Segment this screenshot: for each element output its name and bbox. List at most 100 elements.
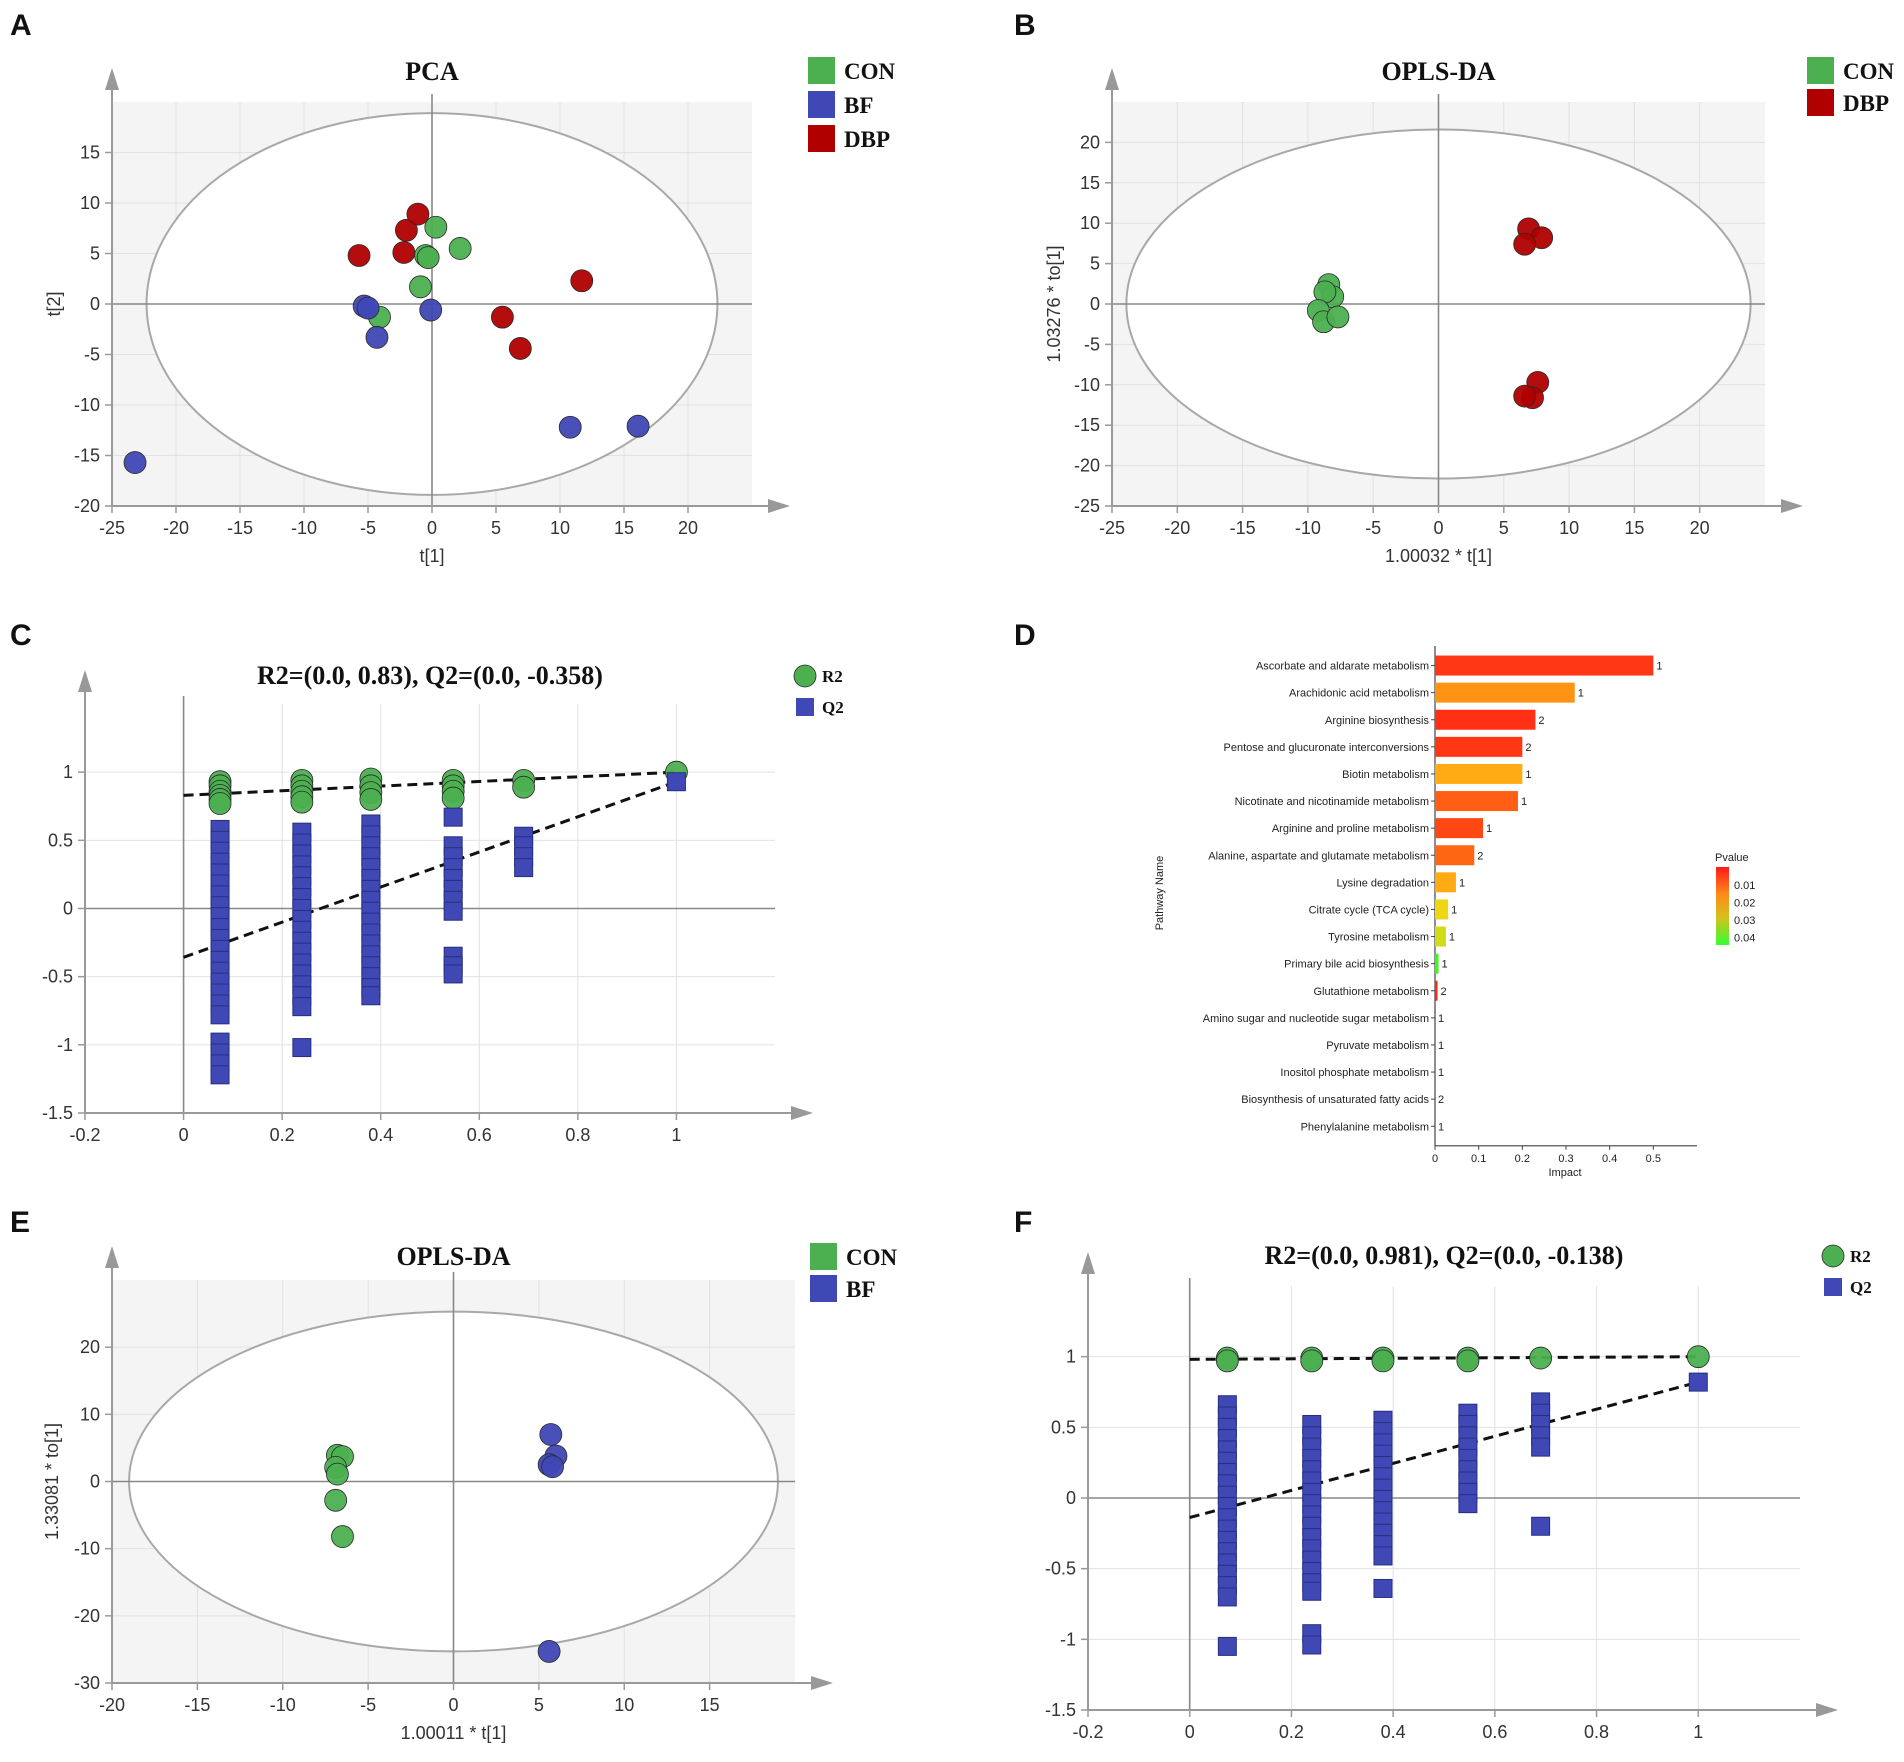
dbp-point <box>1513 384 1537 408</box>
y-tick-label: 15 <box>1080 173 1100 193</box>
y-tick-label: 10 <box>80 193 100 213</box>
x-tick-label: 0.4 <box>1602 1153 1617 1165</box>
legend-swatch <box>793 664 817 688</box>
y-tick-label: 0 <box>90 1472 100 1492</box>
y-axis-arrow <box>105 68 119 90</box>
y-tick-label: -10 <box>74 395 100 415</box>
x-tick-label: 0.2 <box>270 1125 295 1145</box>
x-axis-label: 1.00032 * t[1] <box>1385 546 1492 566</box>
r2-regression-line <box>1189 1355 1699 1361</box>
colorbar-tick-label: 0.01 <box>1734 880 1755 892</box>
q2-regression-line <box>183 780 677 959</box>
y-axis-arrow <box>78 670 92 692</box>
y-tick-label: 1 <box>63 762 73 782</box>
x-tick-label: 1 <box>1693 1722 1703 1742</box>
x-axis-label: Impact <box>1548 1167 1581 1179</box>
y-tick-label: 5 <box>1090 254 1100 274</box>
y-tick-label: -25 <box>1074 496 1100 516</box>
y-tick-label: 0 <box>1066 1488 1076 1508</box>
opls-da-con-bf-plot: -20 -15 -10 -5 0 5 10 15-30-20-1001020OPLS-DA1.… <box>42 1242 898 1743</box>
dbp-point <box>490 305 514 329</box>
legend-label: CON <box>844 59 896 84</box>
x-tick-label: -5 <box>1365 518 1381 538</box>
r2-point <box>512 775 536 799</box>
y-tick-label: 0 <box>1090 294 1100 314</box>
pathway-label: Arginine biosynthesis <box>1325 715 1429 727</box>
pathway-label: Nicotinate and nicotinamide metabolism <box>1235 796 1429 808</box>
legend-label: DBP <box>844 127 890 152</box>
bf-point <box>558 415 582 439</box>
y-axis-arrow <box>1105 68 1119 90</box>
r2-point <box>1371 1349 1395 1373</box>
hit-count-label: 1 <box>1438 1040 1444 1052</box>
y-tick-label: -1 <box>57 1035 73 1055</box>
dbp-point <box>508 337 532 360</box>
r2-point <box>1686 1345 1710 1369</box>
chart-title: OPLS-DA <box>396 1242 510 1271</box>
panel-letter-a: A <box>10 9 32 42</box>
x-tick-label: 10 <box>1559 518 1579 538</box>
r2-point <box>1529 1346 1553 1370</box>
pathway-label: Glutathione metabolism <box>1313 986 1429 998</box>
x-axis-label: t[1] <box>419 546 444 566</box>
y-tick-label: 10 <box>1080 213 1100 233</box>
impact-bar <box>1435 655 1654 676</box>
impact-bar <box>1435 736 1523 757</box>
x-tick-label: -0.2 <box>69 1125 100 1145</box>
y-tick-label: -1 <box>1060 1629 1076 1649</box>
q2-point <box>1531 1437 1551 1457</box>
pathway-label: Biosynthesis of unsaturated fatty acids <box>1241 1094 1429 1106</box>
x-tick-label: 0.5 <box>1646 1153 1661 1165</box>
legend-label: R2 <box>1850 1247 1871 1266</box>
y-tick-label: 0 <box>90 294 100 314</box>
q2-point <box>1373 1546 1393 1566</box>
r2-regression-line <box>183 770 677 797</box>
q2-point <box>1217 1636 1237 1656</box>
pathway-label: Citrate cycle (TCA cycle) <box>1309 904 1429 916</box>
x-tick-label: -25 <box>99 518 125 538</box>
x-tick-label: 0.8 <box>565 1125 590 1145</box>
legend-label: R2 <box>822 667 843 686</box>
bf-point <box>365 325 389 349</box>
impact-bar <box>1435 682 1575 703</box>
x-tick-label: 0.2 <box>1515 1153 1530 1165</box>
r2-point <box>1456 1349 1480 1373</box>
panel-letter-e: E <box>10 1206 30 1239</box>
y-tick-label: -0.5 <box>42 967 73 987</box>
con-point <box>325 1462 349 1486</box>
x-tick-label: -20 <box>163 518 189 538</box>
legend-label: BF <box>846 1277 875 1302</box>
y-tick-label: 15 <box>80 143 100 163</box>
y-axis-label: 1.33081 * to[1] <box>42 1423 62 1540</box>
legend-swatch <box>810 1275 837 1302</box>
pathway-label: Inositol phosphate metabolism <box>1280 1067 1429 1079</box>
r2-point <box>441 786 465 810</box>
y-tick-label: -1.5 <box>42 1103 73 1123</box>
q2-point <box>1302 1581 1322 1601</box>
y-axis-label: Pathway Name <box>1154 856 1166 931</box>
q2-point <box>443 964 463 984</box>
pathway-label: Pentose and glucuronate interconversions <box>1224 742 1430 754</box>
r2-point <box>359 788 383 811</box>
legend-label: Q2 <box>1850 1278 1872 1297</box>
y-tick-label: -20 <box>1074 456 1100 476</box>
x-tick-label: -10 <box>270 1695 296 1715</box>
x-tick-label: 5 <box>1499 518 1509 538</box>
bf-point <box>123 451 147 474</box>
hit-count-label: 1 <box>1459 877 1465 889</box>
impact-bar <box>1435 818 1484 839</box>
permutation-plot-con-dbp: -0.2 0 0.2 0.4 0.6 0.8 1 -1.5 -1 -0.5 0 0.5 1 R2=(0.0… <box>42 661 844 1145</box>
x-tick-label: 0 <box>1185 1722 1195 1742</box>
pathway-impact-bar-chart: 0 0.1 0.2 0.3 0.4 0.5 Impact Pathway Name Ascorb… <box>1154 646 1755 1179</box>
y-tick-label: -10 <box>1074 375 1100 395</box>
colorbar-tick-label: 0.02 <box>1734 898 1755 910</box>
bf-point <box>626 414 650 438</box>
opls-da-con-dbp-plot: -25 -20 -15 -10 -5 0 5 10 15 20 -25 -20 -15 -10 -5 0 5 10… <box>1044 57 1895 566</box>
hit-count-label: 1 <box>1441 959 1447 971</box>
y-tick-label: 10 <box>80 1404 100 1424</box>
con-point <box>331 1525 354 1548</box>
impact-bar <box>1435 709 1536 730</box>
x-tick-label: 0.3 <box>1558 1153 1573 1165</box>
legend-swatch <box>1821 1244 1845 1268</box>
y-axis-arrow <box>1081 1252 1095 1274</box>
